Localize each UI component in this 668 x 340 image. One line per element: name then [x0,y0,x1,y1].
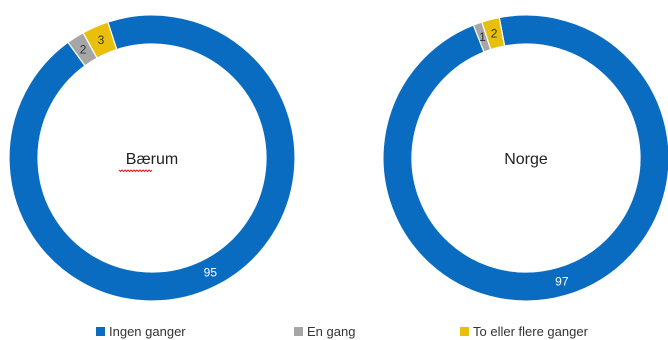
center-label-norge: Norge [504,151,548,168]
data-label-norge-to-eller-flere-ganger: 2 [491,27,498,41]
legend-item-en-gang: En gang [294,324,355,339]
slice-norge-to-eller-flere-ganger [481,16,506,51]
donut-chart-baerum: 95 23 Bærum [8,14,296,302]
legend-item-ingen-ganger: Ingen ganger [96,324,186,339]
data-label-baerum-en-gang: 2 [80,43,87,57]
data-label-norge-en-gang: 1 [479,30,486,44]
legend-swatch-to-eller-flere-ganger [460,327,469,336]
data-label-baerum-to-eller-flere-ganger: 3 [98,33,105,47]
slice-baerum-to-eller-flere-ganger [82,21,118,59]
legend-label-to-eller-flere-ganger: To eller flere ganger [473,324,589,339]
legend: Ingen ganger En gang To eller flere ganger [96,324,589,339]
legend-swatch-ingen-ganger [96,327,105,336]
slice-norge-ingen-ganger [382,14,668,302]
legend-swatch-en-gang [294,327,303,336]
legend-item-to-eller-flere-ganger: To eller flere ganger [460,324,589,339]
center-label-baerum: Bærum [126,151,178,168]
spellcheck-underline [118,169,153,173]
data-label-norge-ingen-ganger: 97 [555,274,569,288]
legend-label-ingen-ganger: Ingen ganger [109,324,186,339]
data-label-baerum-ingen-ganger: 95 [204,265,218,279]
legend-label-en-gang: En gang [307,324,355,339]
slice-baerum-ingen-ganger [8,14,296,302]
donut-chart-norge: 97 1 2 Norge [382,14,668,302]
